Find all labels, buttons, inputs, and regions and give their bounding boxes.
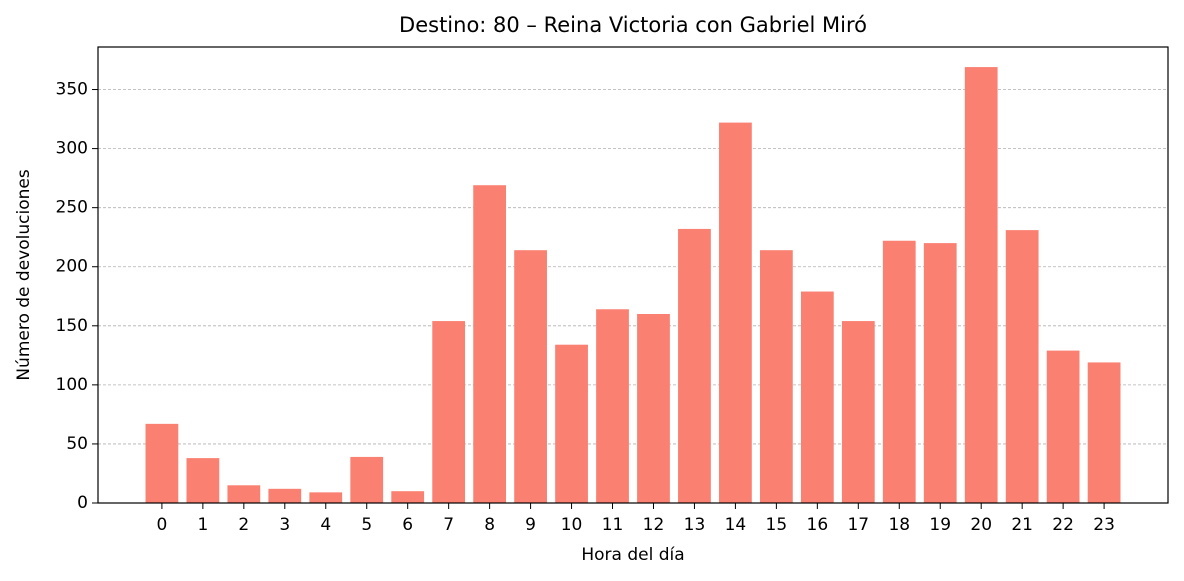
bar: [268, 488, 302, 503]
x-tick-label: 14: [725, 515, 747, 535]
x-tick-label: 5: [361, 515, 372, 535]
x-tick-label: 9: [525, 515, 536, 535]
x-tick-label: 23: [1093, 515, 1115, 535]
y-tick-label: 100: [56, 375, 88, 395]
x-tick-label: 12: [643, 515, 665, 535]
x-tick-label: 2: [238, 515, 249, 535]
bar: [473, 185, 507, 503]
bar: [514, 250, 547, 503]
bar: [555, 344, 588, 503]
x-tick-label: 8: [484, 515, 495, 535]
y-tick-label: 150: [56, 316, 88, 336]
x-tick-label: 15: [766, 515, 788, 535]
x-tick-label: 4: [320, 515, 331, 535]
bar: [841, 321, 875, 503]
bar: [432, 321, 466, 503]
bar: [596, 309, 629, 503]
x-tick-label: 7: [443, 515, 454, 535]
bar: [637, 313, 670, 503]
x-tick-label: 6: [402, 515, 413, 535]
chart-title: Destino: 80 – Reina Victoria con Gabriel…: [399, 13, 867, 37]
y-tick-label: 250: [56, 198, 88, 218]
x-tick-label: 20: [970, 515, 992, 535]
bar: [923, 243, 957, 503]
bar: [186, 458, 220, 503]
bar: [1005, 230, 1039, 503]
bar: [391, 491, 425, 503]
y-tick-label: 350: [56, 80, 88, 100]
bar: [1046, 350, 1080, 503]
x-tick-label: 0: [156, 515, 167, 535]
bars: [145, 67, 1121, 504]
x-axis-label: Hora del día: [581, 545, 684, 565]
bar: [759, 250, 793, 503]
plot-frame: [97, 46, 1169, 504]
x-tick-label: 19: [929, 515, 951, 535]
bar: [1087, 362, 1121, 503]
x-tick-label: 17: [847, 515, 869, 535]
bar: [882, 240, 916, 503]
bar: [227, 485, 261, 503]
x-tick-label: 11: [602, 515, 624, 535]
x-tick-label: 10: [561, 515, 583, 535]
bar: [964, 67, 998, 504]
y-tick-label: 50: [66, 434, 88, 454]
x-tick-label: 13: [684, 515, 706, 535]
y-tick-label: 300: [56, 139, 88, 159]
x-tick-label: 18: [888, 515, 910, 535]
bar: [309, 492, 343, 503]
y-tick-label: 0: [77, 493, 88, 513]
x-tick-label: 22: [1052, 515, 1074, 535]
y-axis-label: Número de devoluciones: [14, 169, 34, 380]
x-tick-label: 21: [1011, 515, 1033, 535]
bar: [678, 228, 711, 503]
x-tick-label: 1: [197, 515, 208, 535]
y-tick-label: 200: [56, 257, 88, 277]
bar: [719, 122, 752, 504]
bar: [350, 456, 384, 503]
bar: [800, 291, 834, 503]
bar: [145, 423, 179, 503]
x-tick-label: 3: [279, 515, 290, 535]
x-tick-label: 16: [807, 515, 829, 535]
